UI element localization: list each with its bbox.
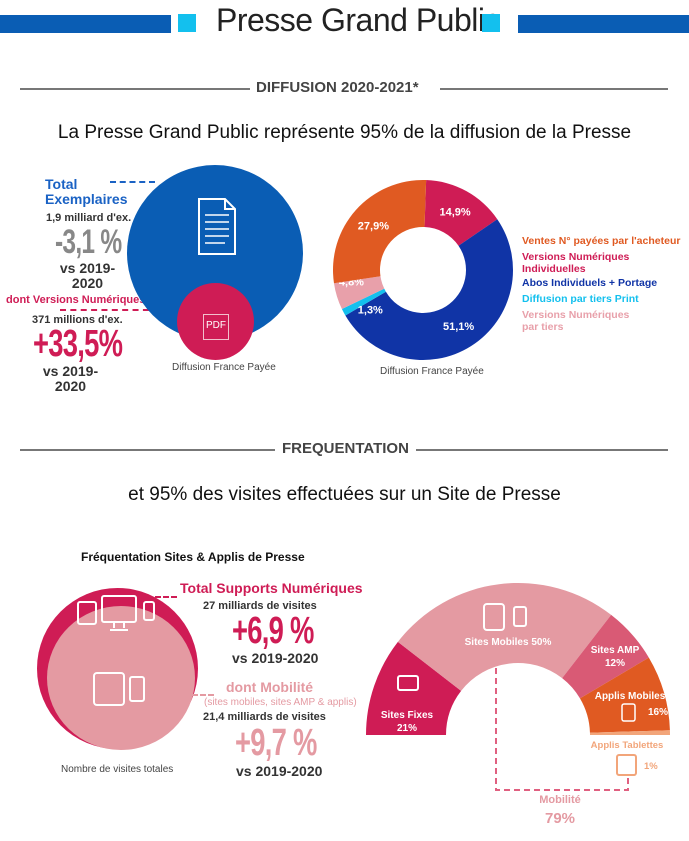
digital-copies-circle bbox=[177, 283, 254, 360]
donut-slice bbox=[333, 276, 385, 310]
total-amount: 1,9 milliard d'ex. bbox=[46, 212, 132, 224]
donut-slice bbox=[424, 180, 498, 246]
section-divider bbox=[20, 88, 250, 90]
header-square-left bbox=[178, 14, 196, 32]
document-icon bbox=[198, 198, 236, 255]
tablet-icon bbox=[483, 603, 505, 631]
frequentation-subtitle: et 95% des visites effectuées sur un Sit… bbox=[128, 484, 561, 505]
section-title-diffusion: DIFFUSION 2020-2021* bbox=[256, 79, 419, 96]
connector-line bbox=[110, 181, 155, 183]
section-divider bbox=[416, 449, 668, 451]
diffusion-donut-chart: 14,9%51,1%1,3%4,8%27,9% bbox=[333, 179, 513, 360]
legend-item: Abos Individuels + Portage bbox=[522, 277, 658, 289]
total-visits-period: vs 2019-2020 bbox=[232, 650, 319, 666]
legend-item: Versions Numériques par tiers bbox=[522, 309, 630, 333]
half-donut-slice-label: Sites Mobiles 50% bbox=[465, 637, 552, 648]
mobile-visits-amount: 21,4 milliards de visites bbox=[203, 711, 326, 723]
digital-period: vs 2019-2020 bbox=[42, 363, 99, 394]
legend-item: Versions Numériques Individuelles bbox=[522, 251, 630, 275]
page-title: Presse Grand Public bbox=[216, 2, 500, 38]
pdf-icon-label: PDF bbox=[206, 320, 226, 331]
donut-slice bbox=[333, 179, 427, 284]
section-title-frequentation: FREQUENTATION bbox=[282, 440, 409, 457]
tablet-icon bbox=[621, 703, 636, 722]
mobility-label: Mobilité bbox=[539, 794, 581, 806]
half-donut-slice-label: Applis Mobiles bbox=[595, 691, 666, 702]
pdf-icon: PDF bbox=[203, 314, 229, 340]
mobile-note: (sites mobiles, sites AMP & applis) bbox=[204, 697, 357, 708]
half-donut-slice bbox=[562, 614, 649, 699]
section-divider bbox=[440, 88, 668, 90]
total-supports-label: Total Supports Numériques bbox=[180, 580, 363, 596]
donut-slice bbox=[345, 219, 513, 360]
digital-change: +33,5% bbox=[33, 323, 123, 365]
frequentation-chart-title: Fréquentation Sites & Applis de Presse bbox=[81, 550, 305, 564]
visits-half-donut-chart: Sites Fixes 21% Sites Mobiles 50% Sites AMP… bbox=[366, 583, 670, 827]
connector-line bbox=[155, 596, 177, 598]
donut-slice-label: 1,3% bbox=[358, 304, 383, 316]
mobile-label: dont Mobilité bbox=[226, 679, 314, 695]
digital-amount: 371 millions d'ex. bbox=[32, 314, 123, 326]
half-donut-slice bbox=[366, 641, 462, 735]
digital-label: dont Versions Numériques bbox=[6, 294, 146, 306]
applis-tablettes-value: 1% bbox=[644, 761, 658, 772]
half-donut-slice-value: 21% bbox=[397, 723, 417, 734]
phone-icon bbox=[513, 606, 527, 627]
header-bar-right bbox=[518, 15, 689, 33]
half-donut-slice bbox=[397, 583, 612, 691]
half-donut-slice-value: 16% bbox=[648, 707, 668, 718]
total-visits-amount: 27 milliards de visites bbox=[203, 600, 317, 612]
mobile-visits-change: +9,7 % bbox=[235, 722, 317, 764]
circle-caption: Diffusion France Payée bbox=[172, 362, 276, 373]
total-period: vs 2019-2020 bbox=[59, 260, 116, 291]
legend-item: Diffusion par tiers Print bbox=[522, 293, 639, 305]
devices-icon bbox=[77, 595, 155, 631]
connector-line bbox=[192, 694, 214, 696]
diffusion-subtitle: La Presse Grand Public représente 95% de… bbox=[57, 122, 632, 143]
half-donut-slice-label: Sites AMP bbox=[591, 645, 640, 656]
connector-line bbox=[60, 309, 180, 311]
half-donut-slice-label: Sites Fixes bbox=[381, 710, 434, 721]
total-exemplaires-label: Total Exemplaires bbox=[45, 176, 128, 207]
mobile-visits-period: vs 2019-2020 bbox=[236, 763, 323, 779]
donut-caption: Diffusion France Payée bbox=[380, 366, 484, 377]
header-bar-left bbox=[0, 15, 171, 33]
half-donut-slice bbox=[579, 657, 670, 733]
donut-slice-label: 14,9% bbox=[439, 207, 470, 219]
total-visits-change: +6,9 % bbox=[232, 610, 314, 652]
legend-item: Ventes N° payées par l'acheteur bbox=[522, 235, 681, 247]
section-divider bbox=[20, 449, 275, 451]
donut-slice-label: 27,9% bbox=[358, 221, 389, 233]
mobility-value: 79% bbox=[545, 810, 575, 827]
visits-circle-caption: Nombre de visites totales bbox=[61, 764, 174, 775]
mobility-bracket bbox=[495, 668, 629, 791]
half-donut-slice-value: 12% bbox=[605, 658, 625, 669]
half-donut-slice bbox=[589, 730, 670, 735]
header-square-right bbox=[482, 14, 500, 32]
desktop-icon bbox=[397, 675, 419, 691]
tablet-icon bbox=[616, 754, 637, 776]
applis-tablettes-label: Applis Tablettes bbox=[591, 740, 664, 751]
tablet-phone-icon bbox=[93, 672, 145, 706]
donut-slice bbox=[341, 288, 386, 316]
donut-slice-label: 51,1% bbox=[443, 321, 474, 333]
total-change: -3,1 % bbox=[55, 223, 122, 261]
